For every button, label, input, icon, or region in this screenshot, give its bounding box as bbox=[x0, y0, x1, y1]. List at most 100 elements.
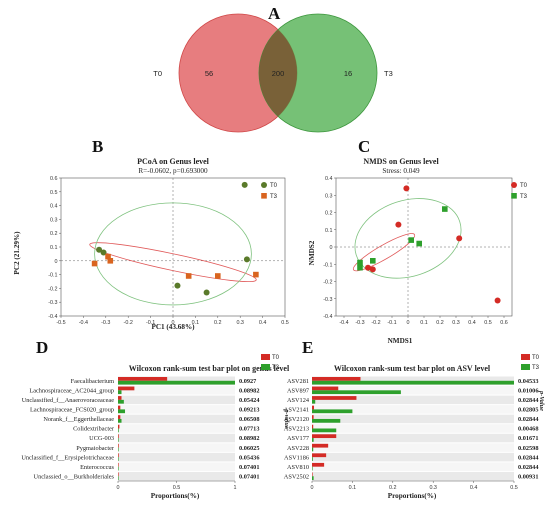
nmds-point-t3 bbox=[370, 258, 376, 264]
nmds-x-tick-label: -0.3 bbox=[355, 320, 364, 326]
nmds-x-tick-label: 0.4 bbox=[468, 320, 476, 326]
nmds-y-tick-label: -0.4 bbox=[323, 314, 332, 320]
wasv-x-tick-label: 0.2 bbox=[389, 485, 397, 491]
wasv-bar-t0 bbox=[312, 386, 339, 391]
wasv-row-band bbox=[312, 376, 514, 386]
wasv-pvalue: 0.02844 bbox=[518, 454, 539, 461]
pcoa-point-t0 bbox=[174, 282, 181, 289]
wgenus-bar-t3 bbox=[118, 476, 119, 480]
wasv-bar-t3 bbox=[312, 466, 313, 471]
wgenus-pvalue: 0.0927 bbox=[239, 378, 256, 385]
pcoa-y-tick-label: 0.6 bbox=[50, 176, 58, 182]
nmds-y-tick-label: -0.3 bbox=[323, 297, 332, 303]
venn-count-t3-only: 16 bbox=[344, 69, 352, 78]
wgenus-legend-t0: T0 bbox=[272, 355, 280, 361]
wgenus-bar-t0 bbox=[118, 396, 122, 400]
pcoa-point-t3 bbox=[215, 273, 221, 279]
panel-letter-c: C bbox=[358, 137, 370, 156]
wgenus-pvalue: 0.06508 bbox=[239, 416, 259, 423]
venn-label-t0: T0 bbox=[153, 69, 162, 78]
wasv-bar-t3 bbox=[312, 390, 401, 395]
wasv-bar-t0 bbox=[312, 472, 313, 477]
wgenus-pvalue: 0.05424 bbox=[239, 397, 260, 404]
wasv-pvalue: 0.01671 bbox=[518, 435, 538, 442]
wgenus-category-label: Unclassied_o__Burkholderiales bbox=[34, 473, 115, 480]
nmds-x-tick-label: 0.3 bbox=[452, 320, 460, 326]
wasv-pvalue: 0.01006 bbox=[518, 388, 538, 395]
wgenus-row-band bbox=[118, 443, 235, 452]
pcoa-x-tick-label: -0.4 bbox=[79, 320, 88, 326]
pcoa-x-tick-label: -0.2 bbox=[124, 320, 133, 326]
panel-letter-d: D bbox=[36, 338, 48, 357]
nmds-y-tick-label: 0.3 bbox=[325, 193, 333, 199]
wgenus-category-label: Lachnospiraceae_FCS020_group bbox=[30, 407, 114, 414]
wgenus-x-label: Proportions(%) bbox=[151, 492, 200, 500]
pcoa-y-tick-label: -0.1 bbox=[48, 273, 57, 279]
wgenus-row-band bbox=[118, 452, 235, 462]
wgenus-x-tick-label: 0 bbox=[117, 485, 120, 491]
wgenus-row-band bbox=[118, 386, 235, 395]
pcoa-plot: PCoA on Genus level R=-0.0602, p=0.69300… bbox=[13, 157, 289, 331]
wgenus-category-label: Unclassified_f__Erysipelotrichaceae bbox=[21, 454, 114, 461]
wasv-category-label: ASV2213 bbox=[284, 426, 309, 433]
wasv-category-label: ASV2120 bbox=[284, 416, 309, 423]
nmds-x-label: NMDS1 bbox=[388, 337, 413, 345]
nmds-point-t0 bbox=[395, 221, 402, 228]
nmds-point-t0 bbox=[494, 297, 501, 304]
venn-count-t0-only: 56 bbox=[205, 69, 213, 78]
wasv-bar-t3 bbox=[312, 418, 341, 423]
wasv-bar-t0 bbox=[312, 453, 327, 458]
wasv-legend-t0: T0 bbox=[532, 355, 540, 361]
nmds-point-t3 bbox=[357, 264, 363, 271]
nmds-ellipse-t3 bbox=[354, 198, 462, 279]
nmds-y-tick-label: 0.1 bbox=[325, 228, 333, 234]
pcoa-y-tick-label: 0.3 bbox=[50, 217, 58, 223]
wgenus-pvalue: 0.07713 bbox=[239, 426, 259, 433]
panel-letter-b: B bbox=[92, 137, 103, 156]
wasv-row-band bbox=[312, 414, 514, 424]
wilcoxon-asv-plot: Wilcoxon rank-sum test bar plot on ASV l… bbox=[284, 354, 545, 500]
wasv-row-band bbox=[312, 443, 514, 452]
wgenus-legend-t3: T3 bbox=[272, 365, 280, 371]
pcoa-subtitle: R=-0.0602, p=0.693000 bbox=[138, 167, 208, 175]
wasv-bar-t0 bbox=[312, 396, 357, 400]
nmds-legend-marker-t3 bbox=[511, 193, 517, 199]
pcoa-point-t3 bbox=[253, 271, 259, 278]
wasv-category-label: ASV124 bbox=[287, 397, 310, 404]
venn-diagram: T0 T3 56 200 16 bbox=[153, 13, 393, 133]
nmds-y-tick-label: 0.4 bbox=[325, 176, 333, 182]
wasv-x-label: Proportions(%) bbox=[388, 492, 437, 500]
wasv-bar-t0 bbox=[312, 377, 361, 381]
pcoa-y-label: PC2 (21.29%) bbox=[13, 231, 21, 275]
nmds-ellipse-t0 bbox=[352, 233, 416, 272]
wasv-bar-t3 bbox=[312, 380, 514, 385]
wasv-row-band bbox=[312, 462, 514, 471]
nmds-point-t3 bbox=[357, 259, 363, 266]
wasv-legend-swatch-t0 bbox=[521, 354, 530, 360]
wgenus-bar-t3 bbox=[118, 409, 126, 414]
wasv-bar-t3 bbox=[312, 399, 316, 404]
wasv-x-tick-label: 0.3 bbox=[429, 485, 437, 491]
wasv-pvalue: 0.02844 bbox=[518, 464, 539, 471]
wgenus-pvalue: 0.09213 bbox=[239, 407, 259, 414]
pcoa-x-tick-label: 0.2 bbox=[214, 320, 222, 326]
pcoa-point-t0 bbox=[241, 181, 248, 188]
wasv-bar-t0 bbox=[312, 405, 315, 410]
pcoa-point-t3 bbox=[107, 258, 114, 264]
pcoa-legend-marker-t0 bbox=[261, 182, 267, 188]
pcoa-y-tick-label: -0.4 bbox=[48, 314, 57, 320]
nmds-legend-t3: T3 bbox=[520, 194, 528, 200]
wgenus-bar-t3 bbox=[118, 447, 119, 452]
nmds-x-tick-label: 0.5 bbox=[484, 320, 492, 326]
wgenus-pvalue: 0.06025 bbox=[239, 445, 259, 452]
wasv-x-tick-label: 0.1 bbox=[349, 485, 357, 491]
wasv-bar-t0 bbox=[312, 443, 329, 448]
pcoa-ellipse-t3 bbox=[89, 242, 257, 283]
wasv-row-band bbox=[312, 395, 514, 405]
wgenus-bar-t0 bbox=[118, 453, 119, 458]
wgenus-bar-t3 bbox=[118, 438, 119, 442]
wasv-row-band bbox=[312, 452, 514, 462]
wasv-bar-t3 bbox=[312, 457, 313, 461]
wasv-pvalue: 0.02844 bbox=[518, 397, 539, 404]
